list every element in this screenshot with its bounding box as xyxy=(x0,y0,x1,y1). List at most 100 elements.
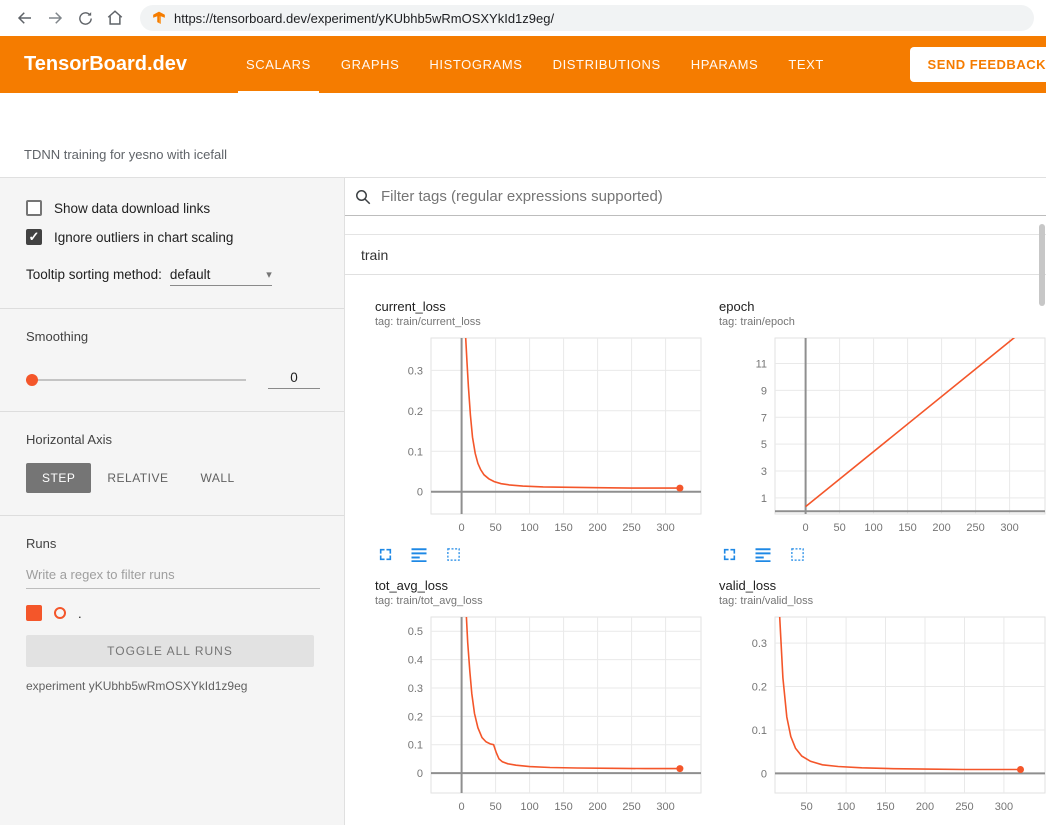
chart-tag: tag: train/tot_avg_loss xyxy=(375,595,705,607)
train-section-card: train current_loss tag: train/current_lo… xyxy=(345,234,1046,825)
full-width-icon[interactable] xyxy=(409,544,429,564)
chart-title: tot_avg_loss xyxy=(375,578,705,593)
app-logo[interactable]: TensorBoard.dev xyxy=(24,53,187,76)
svg-text:0.5: 0.5 xyxy=(408,626,423,638)
tooltip-sorting-value: default xyxy=(170,267,211,282)
smoothing-label: Smoothing xyxy=(26,329,320,344)
main-nav: SCALARS GRAPHS HISTOGRAMS DISTRIBUTIONS … xyxy=(231,36,839,93)
line-chart-valid-loss[interactable]: 5010015020025030000.10.20.3 xyxy=(719,611,1046,821)
chevron-down-icon: ▾ xyxy=(266,268,272,281)
tab-scalars[interactable]: SCALARS xyxy=(231,36,326,93)
scalars-dashboard: train current_loss tag: train/current_lo… xyxy=(345,178,1046,825)
charts-grid: current_loss tag: train/current_loss 0 50… xyxy=(345,275,1046,825)
smoothing-value[interactable]: 0 xyxy=(268,370,320,389)
svg-text:0.2: 0.2 xyxy=(408,711,423,723)
svg-text:150: 150 xyxy=(898,522,916,534)
tooltip-sorting-label: Tooltip sorting method: xyxy=(26,267,162,282)
line-chart-current-loss[interactable]: 05010015020025030000.10.20.3 xyxy=(375,332,705,542)
svg-text:200: 200 xyxy=(588,801,606,813)
svg-text:0: 0 xyxy=(417,768,423,780)
chart-card-epoch: epoch tag: train/epoch 05010015020025030… xyxy=(705,299,1046,564)
fit-domain-icon[interactable] xyxy=(787,544,807,564)
svg-text:100: 100 xyxy=(520,522,538,534)
horizontal-axis-label: Horizontal Axis xyxy=(26,432,320,447)
svg-text:150: 150 xyxy=(876,801,894,813)
axis-relative-button[interactable]: RELATIVE xyxy=(91,463,184,493)
toggle-all-runs-button[interactable]: TOGGLE ALL RUNS xyxy=(26,635,314,667)
svg-text:100: 100 xyxy=(837,801,855,813)
tab-text[interactable]: TEXT xyxy=(773,36,839,93)
browser-toolbar: https://tensorboard.dev/experiment/yKUbh… xyxy=(0,0,1046,36)
url-text: https://tensorboard.dev/experiment/yKUbh… xyxy=(174,11,554,26)
runs-filter-input[interactable] xyxy=(26,561,320,589)
back-icon[interactable] xyxy=(12,5,38,31)
svg-text:0.3: 0.3 xyxy=(752,638,767,650)
tab-histograms[interactable]: HISTOGRAMS xyxy=(414,36,537,93)
checkbox-unchecked-icon[interactable] xyxy=(26,200,42,216)
expand-chart-icon[interactable] xyxy=(375,544,395,564)
ignore-outliers-label: Ignore outliers in chart scaling xyxy=(54,230,233,245)
svg-text:150: 150 xyxy=(554,801,572,813)
runs-label: Runs xyxy=(26,536,320,551)
svg-text:1: 1 xyxy=(761,493,767,505)
svg-text:250: 250 xyxy=(955,801,973,813)
show-download-links-checkbox[interactable]: Show data download links xyxy=(26,200,320,216)
general-settings: Show data download links Ignore outliers… xyxy=(0,200,344,308)
svg-text:50: 50 xyxy=(800,801,812,813)
tag-filter-input[interactable] xyxy=(381,188,1046,205)
tab-hparams[interactable]: HPARAMS xyxy=(676,36,774,93)
chart-title: epoch xyxy=(719,299,1046,314)
svg-text:0.1: 0.1 xyxy=(752,725,767,737)
expand-chart-icon[interactable] xyxy=(719,544,739,564)
chart-tag: tag: train/current_loss xyxy=(375,316,705,328)
forward-icon[interactable] xyxy=(42,5,68,31)
run-checkbox[interactable] xyxy=(26,605,42,621)
experiment-caption: experiment yKUbhb5wRmOSXYkId1z9eg xyxy=(26,679,320,693)
svg-text:7: 7 xyxy=(761,412,767,424)
smoothing-section: Smoothing 0 xyxy=(0,308,344,411)
svg-text:0.2: 0.2 xyxy=(408,406,423,418)
horizontal-axis-section: Horizontal Axis STEP RELATIVE WALL xyxy=(0,411,344,515)
svg-text:50: 50 xyxy=(489,522,501,534)
axis-wall-button[interactable]: WALL xyxy=(184,463,250,493)
svg-text:300: 300 xyxy=(995,801,1013,813)
svg-text:0: 0 xyxy=(459,522,465,534)
checkbox-checked-icon[interactable] xyxy=(26,229,42,245)
svg-text:250: 250 xyxy=(622,522,640,534)
address-bar[interactable]: https://tensorboard.dev/experiment/yKUbh… xyxy=(140,5,1034,31)
search-icon xyxy=(354,188,372,206)
tab-distributions[interactable]: DISTRIBUTIONS xyxy=(538,36,676,93)
line-chart-epoch[interactable]: 0501001502002503001357911 xyxy=(719,332,1046,542)
experiment-title-bar: TDNN training for yesno with icefall xyxy=(0,93,1046,178)
chart-tag: tag: train/epoch xyxy=(719,316,1046,328)
reload-icon[interactable] xyxy=(72,5,98,31)
chart-actions xyxy=(375,544,705,564)
axis-step-button[interactable]: STEP xyxy=(26,463,91,493)
run-row[interactable]: . xyxy=(26,605,320,621)
chart-card-tot-avg-loss: tot_avg_loss tag: train/tot_avg_loss 050… xyxy=(361,578,705,825)
tag-filter-row xyxy=(345,178,1046,216)
tab-graphs[interactable]: GRAPHS xyxy=(326,36,415,93)
send-feedback-button[interactable]: SEND FEEDBACK xyxy=(910,47,1046,82)
ignore-outliers-checkbox[interactable]: Ignore outliers in chart scaling xyxy=(26,229,320,245)
svg-text:0.4: 0.4 xyxy=(408,655,423,667)
tooltip-sorting-select[interactable]: default ▾ xyxy=(170,267,272,286)
chart-actions xyxy=(719,544,1046,564)
home-icon[interactable] xyxy=(102,5,128,31)
full-width-icon[interactable] xyxy=(753,544,773,564)
svg-text:100: 100 xyxy=(864,522,882,534)
runs-section: Runs . TOGGLE ALL RUNS experiment yKUbhb… xyxy=(0,515,344,715)
fit-domain-icon[interactable] xyxy=(443,544,463,564)
svg-text:0.2: 0.2 xyxy=(752,682,767,694)
chart-card-valid-loss: valid_loss tag: train/valid_loss 5010015… xyxy=(705,578,1046,825)
svg-text:250: 250 xyxy=(966,522,984,534)
scrollbar[interactable] xyxy=(1039,224,1045,306)
smoothing-slider[interactable] xyxy=(26,373,246,387)
run-color-swatch xyxy=(54,607,66,619)
line-chart-tot-avg-loss[interactable]: 05010015020025030000.10.20.30.40.5 xyxy=(375,611,705,821)
train-section-header[interactable]: train xyxy=(345,235,1046,275)
chart-tag: tag: train/valid_loss xyxy=(719,595,1046,607)
slider-knob[interactable] xyxy=(26,374,38,386)
chart-title: current_loss xyxy=(375,299,705,314)
app-header: TensorBoard.dev SCALARS GRAPHS HISTOGRAM… xyxy=(0,36,1046,93)
